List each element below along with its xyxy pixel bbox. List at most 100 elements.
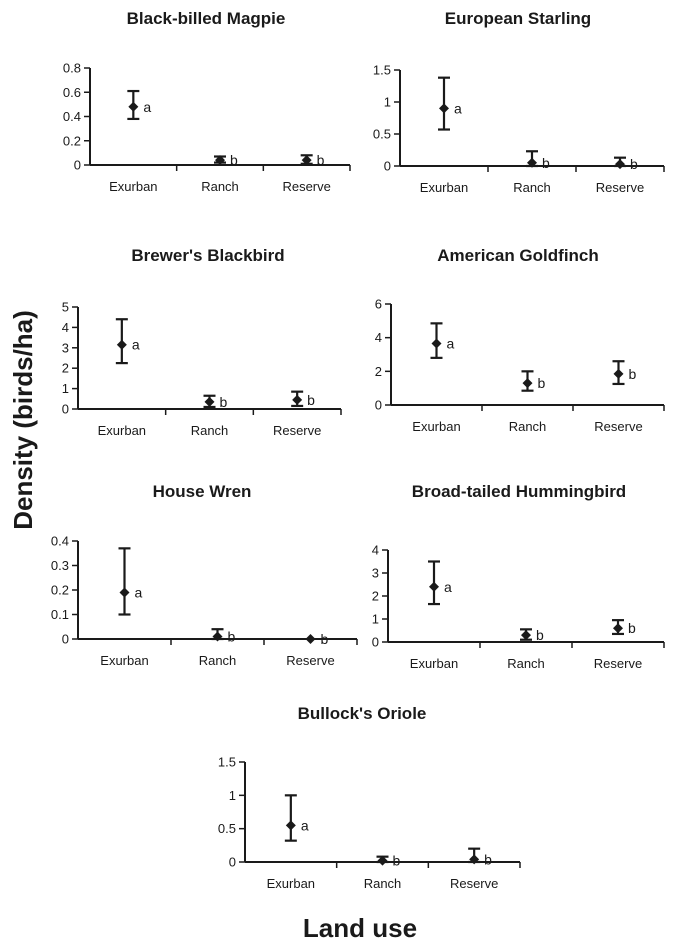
y-tick-label: 4	[375, 330, 382, 345]
x-tick-label: Ranch	[513, 180, 551, 195]
x-tick-label: Reserve	[286, 653, 334, 668]
data-point	[212, 631, 223, 642]
chart-panel: Brewer's Blackbird 0 1 2 3 4 5 Exurban a Ranch b Re…	[62, 246, 342, 438]
panel-title: House Wren	[153, 482, 252, 501]
x-tick-label: Exurban	[109, 179, 157, 194]
data-point	[377, 855, 388, 866]
data-point	[527, 157, 537, 168]
chart-panel: Black-billed Magpie 0 0.2 0.4 0.6 0.8 Exurban a…	[63, 9, 351, 194]
x-axis-label: Land use	[303, 913, 417, 943]
chart-panel: European Starling00.511.5ExurbanaRanchbR…	[373, 9, 665, 195]
x-tick-label: Exurban	[412, 419, 460, 434]
data-point	[116, 339, 127, 350]
data-point	[301, 155, 312, 166]
y-tick-label: 0	[62, 402, 69, 417]
data-point	[128, 101, 139, 112]
y-tick-label: 0	[375, 398, 382, 413]
x-tick-label: Reserve	[594, 419, 642, 434]
significance-label: b	[230, 152, 238, 168]
x-tick-label: Reserve	[596, 180, 644, 195]
chart-panel: Bullock's Oriole 0 0.5 1 1.5 Exurban a Ranch b Re…	[218, 704, 521, 891]
x-tick-label: Ranch	[509, 419, 547, 434]
y-tick-label: 2	[372, 589, 379, 604]
x-tick-label: Reserve	[282, 179, 330, 194]
x-tick-label: Reserve	[273, 423, 321, 438]
x-tick-label: Exurban	[410, 656, 458, 671]
y-tick-label: 0.3	[51, 558, 69, 573]
y-tick-label: 3	[62, 340, 69, 355]
x-tick-label: Ranch	[364, 876, 402, 891]
data-point	[522, 378, 533, 389]
y-tick-label: 0	[384, 159, 391, 174]
y-tick-label: 4	[62, 320, 69, 335]
significance-label: b	[228, 629, 236, 645]
data-point	[119, 587, 130, 598]
chart-panel: American Goldfinch 0 2 4 6 Exurban a Ranch b Rese…	[375, 246, 665, 434]
x-tick-label: Exurban	[420, 180, 468, 195]
significance-label: a	[132, 337, 140, 353]
x-tick-label: Reserve	[594, 656, 642, 671]
panel-title: Black-billed Magpie	[127, 9, 286, 28]
significance-label: a	[444, 579, 452, 595]
data-point	[469, 854, 480, 865]
significance-label: b	[536, 627, 544, 643]
y-tick-label: 1	[372, 612, 379, 627]
data-point	[429, 581, 439, 592]
data-point	[615, 159, 625, 170]
y-tick-label: 0.2	[63, 133, 81, 148]
panel-title: American Goldfinch	[437, 246, 599, 265]
y-tick-label: 6	[375, 297, 382, 312]
data-point	[613, 368, 624, 379]
significance-label: b	[317, 152, 325, 168]
data-point	[285, 820, 296, 831]
panel-title: Brewer's Blackbird	[131, 246, 284, 265]
y-tick-label: 0.1	[51, 607, 69, 622]
y-tick-label: 1.5	[218, 755, 236, 770]
data-point	[305, 634, 316, 644]
x-tick-label: Ranch	[507, 656, 545, 671]
y-tick-label: 1	[62, 381, 69, 396]
x-tick-label: Reserve	[450, 876, 498, 891]
significance-label: b	[220, 394, 228, 410]
x-tick-label: Ranch	[201, 179, 239, 194]
y-tick-label: 0.5	[218, 821, 236, 836]
y-tick-label: 0.6	[63, 85, 81, 100]
y-tick-label: 0.2	[51, 583, 69, 598]
y-tick-label: 1	[229, 788, 236, 803]
significance-label: b	[629, 366, 637, 382]
panel-title: Broad-tailed Hummingbird	[412, 482, 626, 501]
y-tick-label: 1	[384, 95, 391, 110]
y-axis-label: Density (birds/ha)	[8, 310, 38, 530]
panel-title: European Starling	[445, 9, 591, 28]
y-tick-label: 0	[229, 855, 236, 870]
y-tick-label: 0.4	[51, 534, 69, 549]
x-tick-label: Exurban	[100, 653, 148, 668]
y-tick-label: 0	[62, 632, 69, 647]
data-point	[439, 103, 449, 114]
significance-label: b	[393, 853, 401, 869]
significance-label: b	[321, 631, 329, 647]
data-point	[204, 396, 215, 407]
y-tick-label: 0	[372, 635, 379, 650]
significance-label: b	[630, 156, 638, 172]
data-point	[431, 338, 442, 349]
y-tick-label: 2	[62, 361, 69, 376]
significance-label: a	[301, 817, 309, 833]
y-tick-label: 0.5	[373, 127, 391, 142]
x-tick-label: Exurban	[98, 423, 146, 438]
y-tick-label: 4	[372, 543, 379, 558]
significance-label: a	[447, 336, 455, 352]
significance-label: a	[143, 99, 151, 115]
y-tick-label: 0.4	[63, 109, 81, 124]
data-point	[215, 155, 225, 166]
significance-label: b	[307, 392, 315, 408]
y-tick-label: 0.8	[63, 61, 81, 76]
data-point	[521, 630, 531, 641]
x-tick-label: Ranch	[191, 423, 229, 438]
significance-label: b	[628, 620, 636, 636]
y-tick-label: 0	[74, 158, 81, 173]
data-point	[292, 394, 303, 405]
significance-label: a	[135, 584, 143, 600]
y-tick-label: 3	[372, 566, 379, 581]
